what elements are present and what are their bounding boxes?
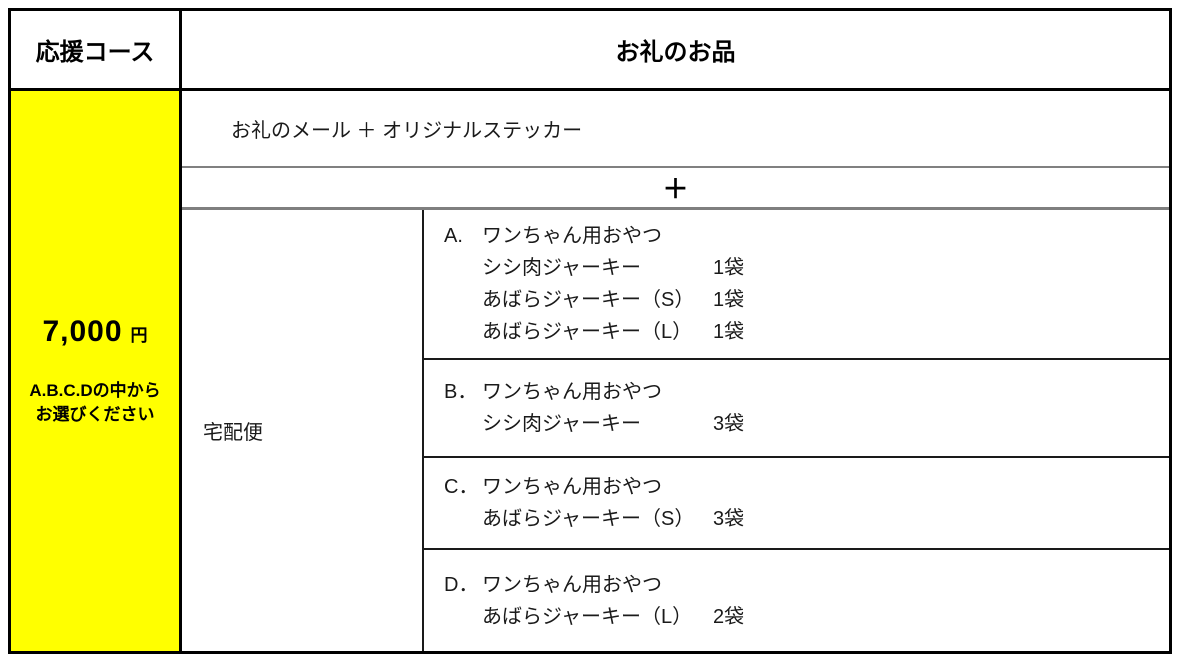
option-row-a: A. ワンちゃん用おやつ シシ肉ジャーキー 1袋 あばらジャーキー（S） 1袋 あばら…	[424, 210, 1169, 358]
options-cell: A. ワンちゃん用おやつ シシ肉ジャーキー 1袋 あばらジャーキー（S） 1袋 あばら…	[424, 210, 1169, 651]
option-item: あばらジャーキー（S） 3袋	[444, 503, 1169, 535]
item-qty: 1袋	[713, 289, 745, 311]
reward-header-cell: お礼のお品	[182, 11, 1169, 91]
option-title: D． ワンちゃん用おやつ	[444, 569, 1169, 601]
item-qty: 3袋	[713, 508, 745, 530]
course-price-currency: 円	[130, 326, 148, 345]
option-title: A. ワンちゃん用おやつ	[444, 220, 1169, 252]
delivery-subtable: 宅配便 A. ワンちゃん用おやつ シシ肉ジャーキー 1袋 あばらジャーキー（S） 1袋…	[182, 210, 1169, 651]
option-item: あばらジャーキー（L） 1袋	[444, 316, 1169, 348]
item-name: あばらジャーキー（S）	[482, 508, 695, 530]
option-letter: A.	[444, 225, 463, 247]
base-reward-row: お礼のメール ＋ オリジナルステッカー	[182, 91, 1169, 168]
course-header-label: 応援コース	[35, 39, 155, 66]
item-name: シシ肉ジャーキー	[482, 413, 641, 435]
plus-sign: ＋	[662, 174, 689, 204]
item-qty: 2袋	[713, 605, 745, 628]
rewards-column: お礼のメール ＋ オリジナルステッカー ＋ 宅配便 A. ワンちゃん用おやつ シシ…	[182, 91, 1169, 651]
course-price-amount: 7,000	[42, 315, 123, 348]
course-note: A.B.C.Dの中から お選びください	[29, 379, 160, 427]
option-title-text: ワンちゃん用おやつ	[482, 381, 662, 403]
course-note-line2: お選びください	[35, 405, 155, 424]
item-name: あばらジャーキー（L）	[482, 605, 693, 628]
option-letter: B．	[444, 381, 478, 403]
option-title-text: ワンちゃん用おやつ	[482, 573, 662, 596]
course-price: 7,000 円	[42, 315, 147, 349]
option-title-text: ワンちゃん用おやつ	[482, 476, 662, 498]
option-title: B． ワンちゃん用おやつ	[444, 376, 1169, 408]
option-row-c: C． ワンちゃん用おやつ あばらジャーキー（S） 3袋	[424, 456, 1169, 548]
base-reward-text: お礼のメール ＋ オリジナルステッカー	[231, 120, 583, 142]
item-name: あばらジャーキー（L）	[482, 321, 693, 343]
delivery-method-cell: 宅配便	[182, 210, 424, 651]
course-note-line1: A.B.C.Dの中から	[29, 381, 161, 400]
option-item: シシ肉ジャーキー 1袋	[444, 252, 1169, 284]
plus-row: ＋	[182, 168, 1169, 210]
item-name: シシ肉ジャーキー	[482, 257, 641, 279]
option-letter: C．	[444, 476, 479, 498]
option-letter: D．	[444, 573, 479, 596]
reward-table: 応援コース お礼のお品 7,000 円 A.B.C.Dの中から お選びください お…	[8, 8, 1172, 654]
reward-header-label: お礼のお品	[615, 39, 736, 66]
course-cell: 7,000 円 A.B.C.Dの中から お選びください	[11, 91, 182, 651]
option-title: C． ワンちゃん用おやつ	[444, 471, 1169, 503]
option-item: あばらジャーキー（S） 1袋	[444, 284, 1169, 316]
option-item: あばらジャーキー（L） 2袋	[444, 601, 1169, 633]
item-name: あばらジャーキー（S）	[482, 289, 695, 311]
course-header-cell: 応援コース	[11, 11, 182, 91]
item-qty: 1袋	[713, 321, 745, 343]
option-row-d: D． ワンちゃん用おやつ あばらジャーキー（L） 2袋	[424, 548, 1169, 651]
delivery-method-label: 宅配便	[203, 422, 263, 444]
option-item: シシ肉ジャーキー 3袋	[444, 408, 1169, 440]
item-qty: 3袋	[713, 413, 745, 435]
option-row-b: B． ワンちゃん用おやつ シシ肉ジャーキー 3袋	[424, 358, 1169, 456]
option-title-text: ワンちゃん用おやつ	[482, 225, 662, 247]
item-qty: 1袋	[713, 257, 745, 279]
